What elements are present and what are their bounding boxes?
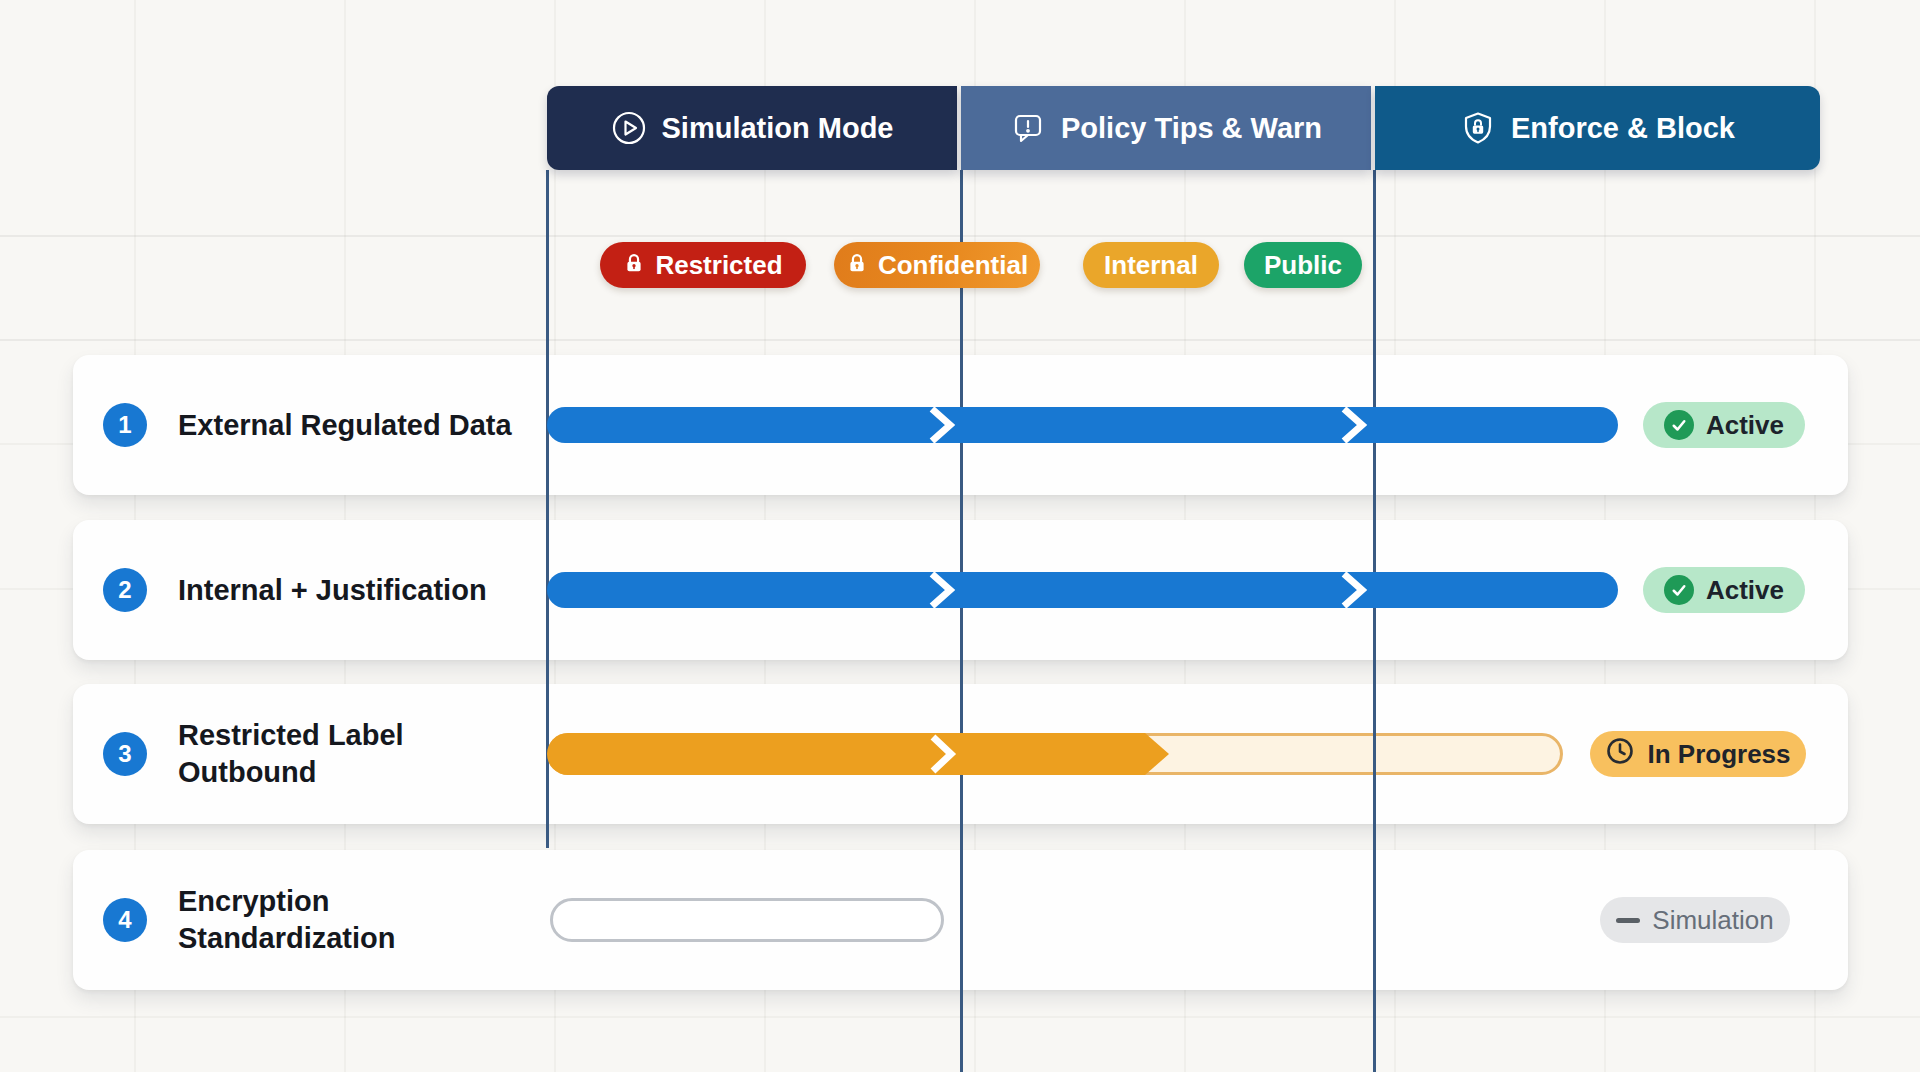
- chip-label: Internal: [1104, 250, 1198, 281]
- dash-icon: [1616, 918, 1640, 923]
- status-label: Simulation: [1652, 905, 1773, 936]
- lock-icon: [623, 250, 645, 281]
- row-number-badge: 3: [103, 732, 147, 776]
- lock-icon: [846, 250, 868, 281]
- status-badge-in-progress[interactable]: In Progress: [1590, 731, 1806, 777]
- rollout-diagram: Simulation Mode Policy Tips & Warn Enfor…: [0, 0, 1920, 1072]
- row-label: External Regulated Data: [178, 407, 512, 444]
- row-number-badge: 1: [103, 403, 147, 447]
- phase-boundary-line: [960, 170, 963, 1072]
- phase-label: Simulation Mode: [662, 112, 894, 145]
- check-circle-icon: [1664, 575, 1694, 605]
- label-chip-restricted[interactable]: Restricted: [600, 242, 806, 288]
- phase-header-enforce-block[interactable]: Enforce & Block: [1375, 86, 1820, 170]
- chip-label: Confidential: [878, 250, 1028, 281]
- timeline-bar-solid: [547, 572, 1618, 608]
- shield-lock-icon: [1460, 110, 1496, 146]
- status-label: Active: [1706, 575, 1784, 606]
- label-chip-internal[interactable]: Internal: [1083, 242, 1219, 288]
- phase-label: Enforce & Block: [1511, 112, 1735, 145]
- phase-header-policy-tips[interactable]: Policy Tips & Warn: [961, 86, 1371, 170]
- status-label: In Progress: [1647, 739, 1790, 770]
- status-badge-active[interactable]: Active: [1643, 402, 1805, 448]
- row-number-badge: 2: [103, 568, 147, 612]
- chip-label: Restricted: [655, 250, 782, 281]
- label-chip-public[interactable]: Public: [1244, 242, 1362, 288]
- label-chip-confidential[interactable]: Confidential: [834, 242, 1040, 288]
- row-label: Restricted Label Outbound: [178, 717, 458, 791]
- status-badge-simulation[interactable]: Simulation: [1600, 897, 1790, 943]
- status-label: Active: [1706, 410, 1784, 441]
- timeline-bar-solid: [547, 407, 1618, 443]
- play-circle-icon: [611, 110, 647, 146]
- phase-label: Policy Tips & Warn: [1061, 112, 1322, 145]
- phase-boundary-line: [1373, 170, 1376, 1072]
- chat-alert-icon: [1010, 110, 1046, 146]
- row-label: Encryption Standardization: [178, 883, 458, 957]
- timeline-bar-empty: [550, 898, 944, 942]
- clock-icon: [1605, 736, 1635, 773]
- row-number-badge: 4: [103, 898, 147, 942]
- check-circle-icon: [1664, 410, 1694, 440]
- row-label: Internal + Justification: [178, 572, 487, 609]
- phase-header-simulation-mode[interactable]: Simulation Mode: [547, 86, 957, 170]
- timeline-bar-partial: [547, 733, 1187, 775]
- chip-label: Public: [1264, 250, 1342, 281]
- status-badge-active[interactable]: Active: [1643, 567, 1805, 613]
